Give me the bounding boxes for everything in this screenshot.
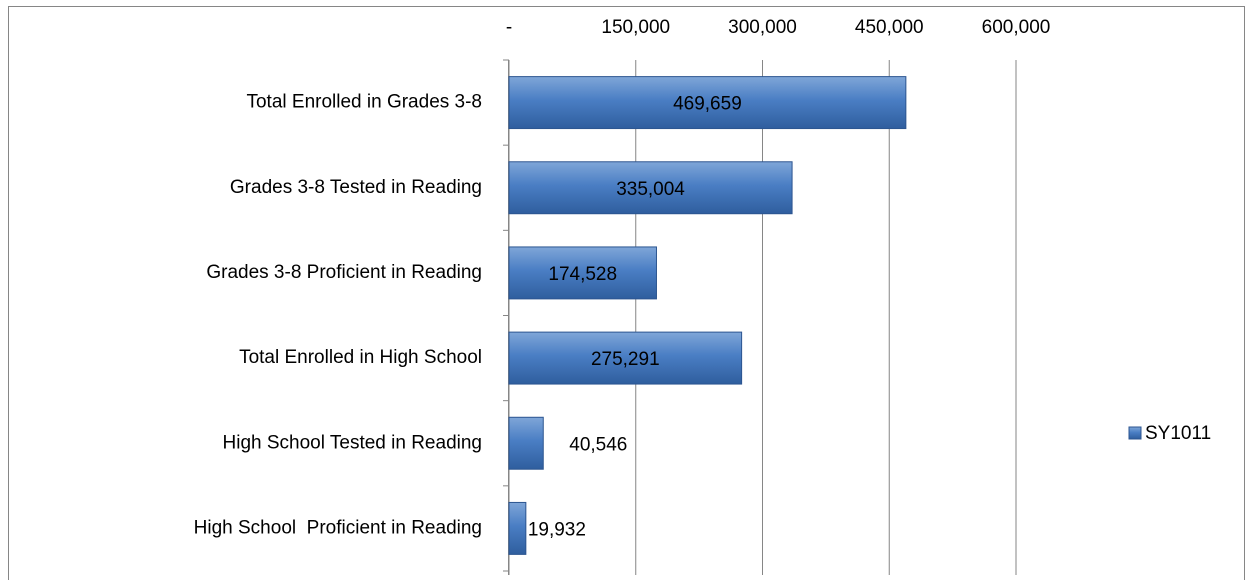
data-label: 19,932 <box>528 519 586 540</box>
legend-swatch <box>1128 426 1142 440</box>
bar <box>508 416 544 470</box>
legend-label: SY1011 <box>1145 423 1211 444</box>
bar <box>508 76 907 130</box>
y-tick-label: Total Enrolled in Grades 3-8 <box>246 92 482 113</box>
x-tick-label: 300,000 <box>728 17 797 38</box>
data-label: 40,546 <box>569 434 627 455</box>
data-label: 174,528 <box>548 264 617 285</box>
data-label: 469,659 <box>673 94 742 115</box>
y-tick-label: High School Proficient in Reading <box>194 517 482 538</box>
y-tick-label: Grades 3-8 Tested in Reading <box>230 177 482 198</box>
y-tick-label: Grades 3-8 Proficient in Reading <box>206 262 482 283</box>
x-tick-label: 450,000 <box>855 17 924 38</box>
x-tick-label: - <box>506 17 512 38</box>
data-label: 335,004 <box>616 179 685 200</box>
data-label: 275,291 <box>591 349 660 370</box>
bar <box>508 331 743 385</box>
bar <box>508 246 657 300</box>
x-tick-label: 600,000 <box>982 17 1051 38</box>
y-tick-label: Total Enrolled in High School <box>239 347 482 368</box>
y-tick-label: High School Tested in Reading <box>223 432 483 453</box>
bar <box>508 161 793 215</box>
bar <box>508 501 527 555</box>
x-tick-label: 150,000 <box>601 17 670 38</box>
